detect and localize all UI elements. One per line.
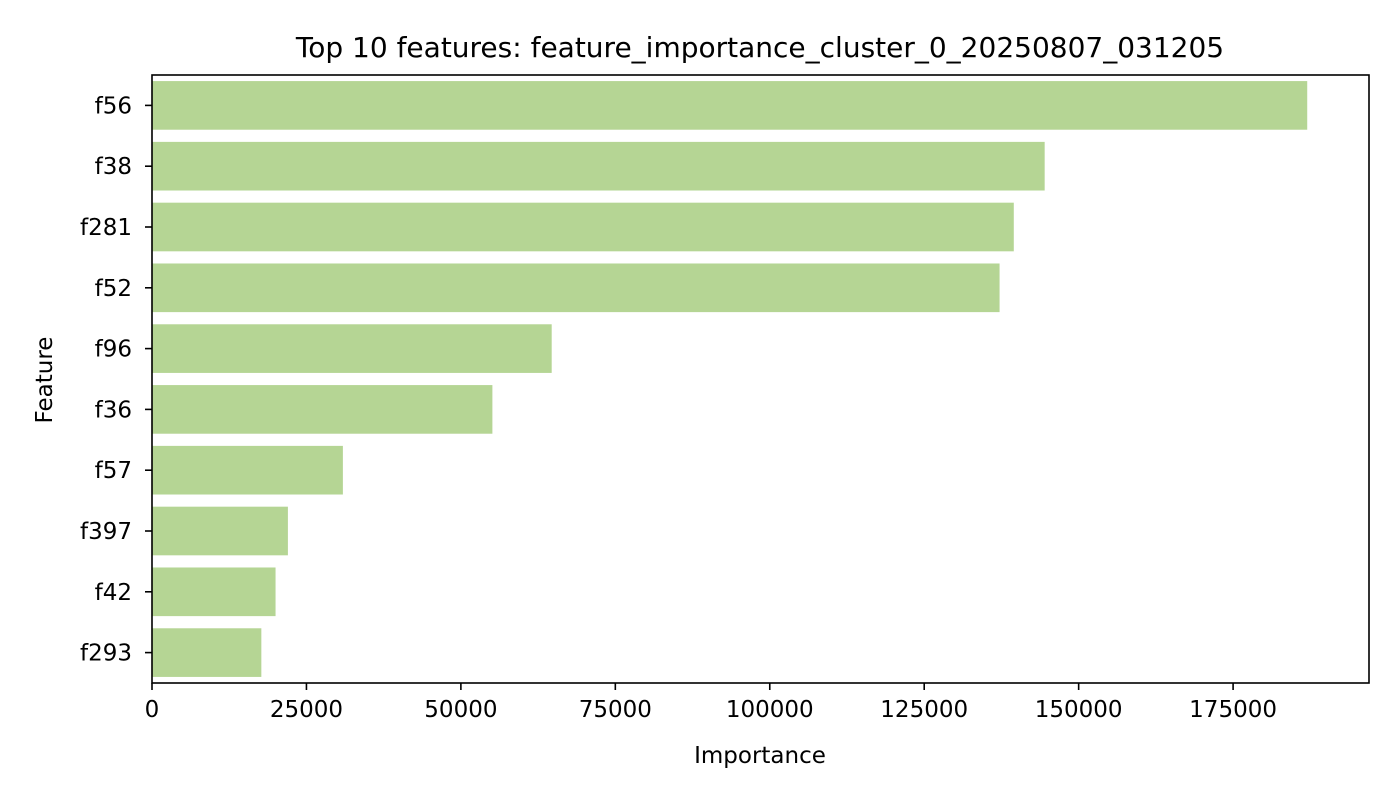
y-tick-label: f36 bbox=[95, 397, 132, 423]
y-tick-label: f52 bbox=[95, 276, 132, 302]
y-tick-label: f38 bbox=[95, 154, 132, 180]
y-tick-label: f293 bbox=[80, 641, 132, 667]
y-axis-ticks: f56 f38 f281 f52 f96 f36 f57 f397 f42 f293 bbox=[80, 93, 152, 667]
y-tick-label: f57 bbox=[95, 458, 132, 484]
bar-f56 bbox=[152, 81, 1308, 130]
plot-frame bbox=[151, 74, 1370, 684]
chart-title: Top 10 features: feature_importance_clus… bbox=[295, 31, 1224, 64]
y-tick-label: f96 bbox=[95, 337, 132, 363]
bar-f281 bbox=[152, 202, 1014, 252]
x-tick-label: 25000 bbox=[270, 697, 343, 723]
x-tick-label: 75000 bbox=[579, 697, 652, 723]
y-tick-label: f397 bbox=[80, 519, 132, 545]
y-axis-label: Feature bbox=[32, 337, 58, 424]
x-tick-label: 150000 bbox=[1035, 697, 1123, 723]
bars bbox=[152, 81, 1308, 677]
x-tick-label: 175000 bbox=[1189, 697, 1277, 723]
x-tick-label: 50000 bbox=[424, 697, 497, 723]
bar-f52 bbox=[152, 263, 1000, 313]
y-tick-label: f56 bbox=[95, 93, 132, 119]
bar-f397 bbox=[152, 506, 288, 556]
bar-f57 bbox=[152, 445, 343, 495]
bar-f36 bbox=[152, 385, 493, 434]
x-tick-label: 125000 bbox=[880, 697, 968, 723]
bar-f38 bbox=[152, 141, 1045, 191]
x-tick-label: 0 bbox=[145, 697, 160, 723]
y-tick-label: f42 bbox=[95, 580, 132, 606]
bar-f42 bbox=[152, 567, 276, 617]
bar-f293 bbox=[152, 628, 262, 677]
x-axis-ticks: 0 25000 50000 75000 100000 125000 150000 175000 bbox=[145, 683, 1277, 723]
y-tick-label: f281 bbox=[80, 215, 132, 241]
x-tick-label: 100000 bbox=[726, 697, 814, 723]
x-axis-label: Importance bbox=[694, 743, 826, 769]
bar-f96 bbox=[152, 324, 552, 373]
